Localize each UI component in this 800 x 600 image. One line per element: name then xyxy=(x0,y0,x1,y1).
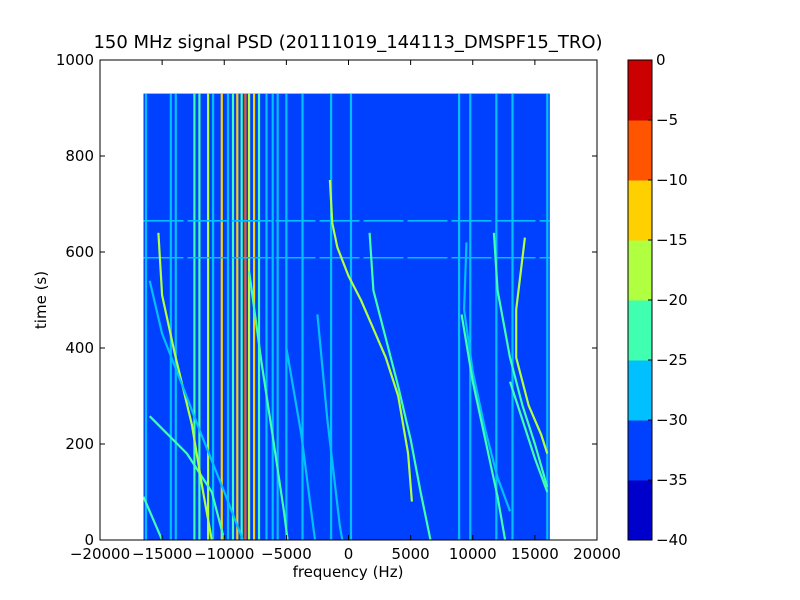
colorbar-tick-label: −40 xyxy=(656,531,688,549)
colorbar: −40 −35 −30 −25 −20 −15 −10 −5 0 xyxy=(627,51,688,549)
y-axis-label: time (s) xyxy=(32,271,50,329)
colorbar-tick-label: 0 xyxy=(656,51,666,69)
drifting-signal xyxy=(463,242,512,512)
drifting-signal xyxy=(148,280,244,540)
colorbar-segment xyxy=(628,120,652,181)
colorbar-segment xyxy=(628,420,652,481)
y-tick-label: 1000 xyxy=(56,51,94,69)
x-tick-label: −15000 xyxy=(132,545,192,563)
drifting-signal xyxy=(515,237,549,454)
drifting-signal xyxy=(460,314,507,540)
colorbar-tick-label: −20 xyxy=(656,291,688,309)
colorbar-tick-label: −5 xyxy=(656,111,678,129)
drifting-signal xyxy=(328,179,413,502)
x-tick-label: 10000 xyxy=(449,545,497,563)
x-tick-label: −5000 xyxy=(261,545,312,563)
spectrogram-traces xyxy=(143,93,550,540)
colorbar-tick-label: −25 xyxy=(656,351,688,369)
colorbar-segment xyxy=(628,240,652,301)
colorbar-tick-label: −35 xyxy=(656,471,688,489)
drifting-signal xyxy=(492,232,549,488)
colorbar-segment xyxy=(628,360,652,421)
x-tick-label: 0 xyxy=(344,545,354,563)
colorbar-segment xyxy=(628,300,652,361)
y-tick-label: 200 xyxy=(65,435,94,453)
y-tick-label: 800 xyxy=(65,147,94,165)
x-tick-label: 20000 xyxy=(573,545,621,563)
y-tick-label: 600 xyxy=(65,243,94,261)
drifting-signal xyxy=(368,232,432,540)
x-tick-label: 15000 xyxy=(511,545,559,563)
drifting-signal xyxy=(316,314,344,540)
colorbar-tick-label: −15 xyxy=(656,231,688,249)
y-tick-label: 400 xyxy=(65,339,94,357)
drifting-signal xyxy=(285,347,317,540)
x-tick-label: −20000 xyxy=(70,545,130,563)
colorbar-segment xyxy=(628,60,652,121)
colorbar-segment xyxy=(628,480,652,541)
colorbar-tick-label: −30 xyxy=(656,411,688,429)
y-tick-label: 0 xyxy=(84,531,94,549)
drifting-signal xyxy=(143,496,164,540)
drifting-signal xyxy=(248,271,289,540)
colorbar-segment xyxy=(628,180,652,241)
x-tick-label: −10000 xyxy=(194,545,254,563)
chart-title: 150 MHz signal PSD (20111019_144113_DMSP… xyxy=(93,32,602,53)
drifting-signal xyxy=(508,381,549,493)
colorbar-tick-label: −10 xyxy=(656,171,688,189)
x-axis: −20000 −15000 −10000 −5000 0 5000 10000 15000 20… xyxy=(70,60,621,563)
y-axis: 0 200 400 600 800 1000 xyxy=(56,51,597,549)
spectrogram-background xyxy=(143,93,550,540)
x-tick-label: 5000 xyxy=(392,545,430,563)
plot-area xyxy=(99,59,598,541)
x-axis-label: frequency (Hz) xyxy=(293,563,404,581)
